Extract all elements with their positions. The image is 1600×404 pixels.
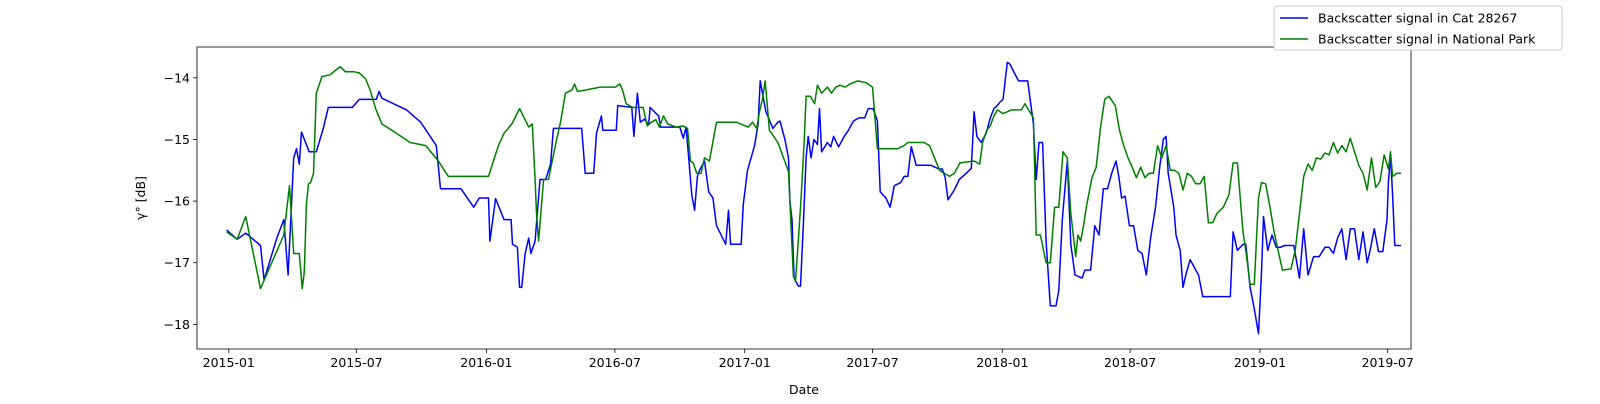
series-line-cat-28267: [226, 61, 1402, 335]
legend-entry: Backscatter signal in National Park: [1318, 32, 1536, 47]
x-tick-label: 2018-01: [976, 355, 1028, 370]
x-tick-label: 2017-01: [719, 355, 771, 370]
legend: Backscatter signal in Cat 28267 Backscatt…: [1273, 5, 1563, 51]
y-tick-label: −17: [164, 255, 190, 270]
plot-frame: [196, 46, 1412, 350]
plot-area: [226, 61, 1402, 335]
y-axis-label: γ° [dB]: [133, 176, 148, 220]
x-axis-label: Date: [789, 382, 819, 397]
axes: 2015-01 2015-07 2016-01 2016-07 2017-01 2017-…: [164, 46, 1414, 370]
x-tick-label: 2017-07: [846, 355, 898, 370]
x-tick-label: 2018-07: [1104, 355, 1156, 370]
legend-entry: Backscatter signal in Cat 28267: [1318, 11, 1517, 26]
legend-box: [1273, 5, 1563, 51]
y-tick-label: −16: [164, 194, 190, 209]
x-tick-label: 2019-07: [1362, 355, 1414, 370]
x-tick-label: 2015-07: [330, 355, 382, 370]
x-tick-label: 2015-01: [203, 355, 255, 370]
y-tick-label: −14: [164, 70, 190, 85]
x-tick-label: 2016-07: [589, 355, 641, 370]
y-tick-label: −18: [164, 317, 190, 332]
y-tick-label: −15: [164, 132, 190, 147]
x-tick-label: 2016-01: [460, 355, 512, 370]
series-line-national-park: [226, 65, 1402, 290]
x-tick-label: 2019-01: [1234, 355, 1286, 370]
